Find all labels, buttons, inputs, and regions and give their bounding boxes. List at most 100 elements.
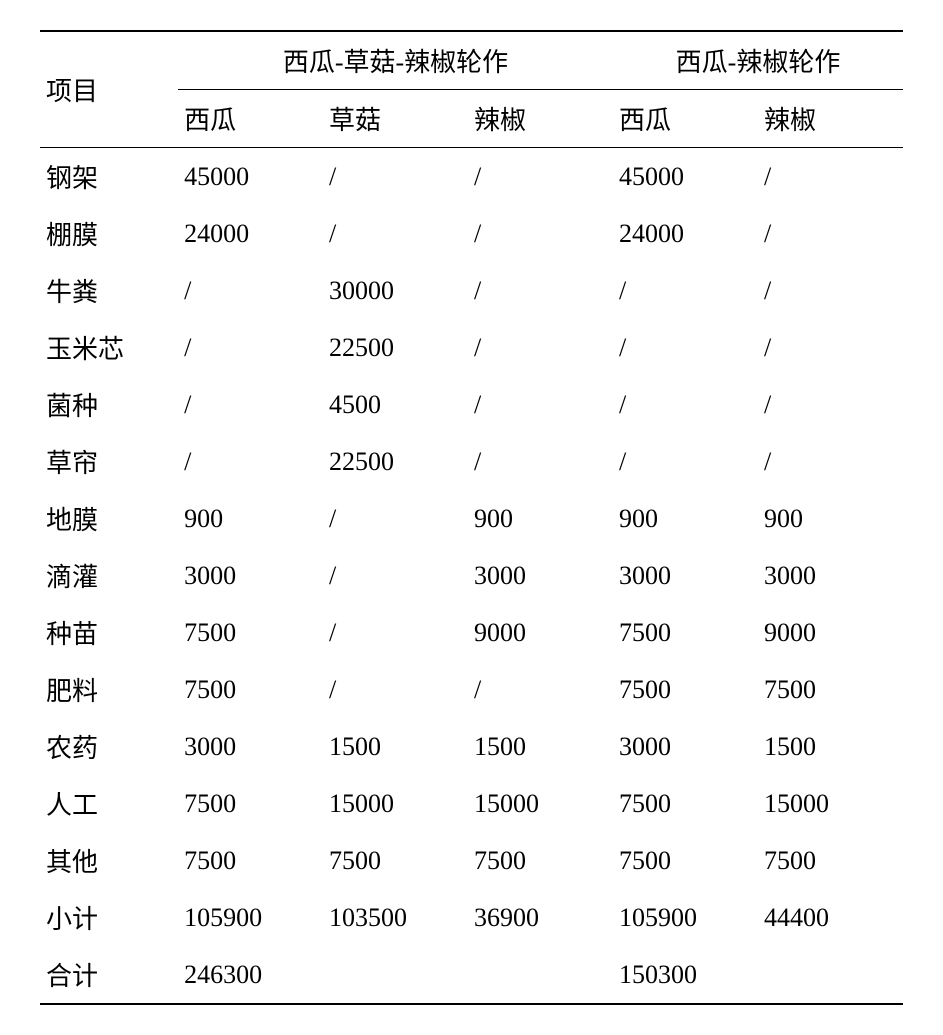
- row-value: 900: [758, 490, 903, 547]
- row-value: 150300: [613, 946, 758, 1004]
- row-value: 246300: [178, 946, 323, 1004]
- row-value: 45000: [613, 148, 758, 206]
- table-body: 钢架45000//45000/棚膜24000//24000/牛粪/30000//…: [40, 148, 903, 1005]
- table-row: 合计246300 150300: [40, 946, 903, 1004]
- row-value: 15000: [758, 775, 903, 832]
- row-value: /: [178, 433, 323, 490]
- row-value: /: [468, 148, 613, 206]
- table-row: 棚膜24000//24000/: [40, 205, 903, 262]
- row-value: 1500: [758, 718, 903, 775]
- row-value: /: [758, 148, 903, 206]
- row-value: 7500: [613, 775, 758, 832]
- row-item-label: 棚膜: [40, 205, 178, 262]
- row-value: [468, 946, 613, 1004]
- row-item-label: 其他: [40, 832, 178, 889]
- table-row: 牛粪/30000///: [40, 262, 903, 319]
- row-value: 900: [468, 490, 613, 547]
- table-row: 玉米芯/22500///: [40, 319, 903, 376]
- row-value: 24000: [613, 205, 758, 262]
- row-value: /: [323, 547, 468, 604]
- row-value: /: [758, 319, 903, 376]
- row-value: /: [468, 319, 613, 376]
- row-value: /: [323, 604, 468, 661]
- row-value: 7500: [613, 604, 758, 661]
- row-value: 9000: [468, 604, 613, 661]
- header-group-1: 西瓜-草菇-辣椒轮作: [178, 31, 613, 90]
- row-value: /: [178, 376, 323, 433]
- row-value: 7500: [178, 661, 323, 718]
- row-value: 7500: [178, 775, 323, 832]
- row-value: /: [468, 376, 613, 433]
- row-value: [758, 946, 903, 1004]
- row-value: /: [323, 490, 468, 547]
- row-value: /: [758, 433, 903, 490]
- row-value: 44400: [758, 889, 903, 946]
- row-value: 4500: [323, 376, 468, 433]
- table-row: 肥料7500//75007500: [40, 661, 903, 718]
- row-item-label: 菌种: [40, 376, 178, 433]
- row-value: 1500: [323, 718, 468, 775]
- row-item-label: 农药: [40, 718, 178, 775]
- cost-comparison-table: 项目 西瓜-草菇-辣椒轮作 西瓜-辣椒轮作 西瓜 草菇 辣椒 西瓜 辣椒 钢架 4…: [40, 30, 903, 1005]
- row-value: /: [323, 205, 468, 262]
- row-value: /: [468, 262, 613, 319]
- row-item-label: 合计: [40, 946, 178, 1004]
- row-item-label: 钢架: [40, 148, 178, 206]
- table-row: 菌种/4500///: [40, 376, 903, 433]
- row-value: 7500: [613, 661, 758, 718]
- row-value: [323, 946, 468, 1004]
- subheader-g1-watermelon: 西瓜: [178, 90, 323, 148]
- row-item-label: 草帘: [40, 433, 178, 490]
- header-group-2: 西瓜-辣椒轮作: [613, 31, 903, 90]
- row-item-label: 滴灌: [40, 547, 178, 604]
- row-value: /: [613, 433, 758, 490]
- row-value: 22500: [323, 433, 468, 490]
- table-row: 钢架45000//45000/: [40, 148, 903, 206]
- row-value: 3000: [178, 547, 323, 604]
- row-value: 30000: [323, 262, 468, 319]
- row-value: 3000: [613, 718, 758, 775]
- row-value: 36900: [468, 889, 613, 946]
- table-header: 项目 西瓜-草菇-辣椒轮作 西瓜-辣椒轮作 西瓜 草菇 辣椒 西瓜 辣椒: [40, 31, 903, 148]
- row-value: /: [323, 148, 468, 206]
- row-value: 7500: [468, 832, 613, 889]
- row-item-label: 玉米芯: [40, 319, 178, 376]
- row-value: 7500: [758, 661, 903, 718]
- row-value: /: [468, 661, 613, 718]
- row-item-label: 地膜: [40, 490, 178, 547]
- row-value: 7500: [323, 832, 468, 889]
- row-value: 105900: [613, 889, 758, 946]
- row-value: 7500: [178, 832, 323, 889]
- row-value: 105900: [178, 889, 323, 946]
- row-value: /: [613, 376, 758, 433]
- table-row: 其他75007500750075007500: [40, 832, 903, 889]
- subheader-g1-pepper: 辣椒: [468, 90, 613, 148]
- table-row: 种苗7500/900075009000: [40, 604, 903, 661]
- row-value: 103500: [323, 889, 468, 946]
- row-value: 15000: [468, 775, 613, 832]
- subheader-g2-watermelon: 西瓜: [613, 90, 758, 148]
- table-row: 人工75001500015000750015000: [40, 775, 903, 832]
- table-row: 草帘/22500///: [40, 433, 903, 490]
- row-value: 3000: [758, 547, 903, 604]
- subheader-g2-pepper: 辣椒: [758, 90, 903, 148]
- table-row: 地膜900/900900900: [40, 490, 903, 547]
- row-value: 15000: [323, 775, 468, 832]
- row-value: /: [758, 376, 903, 433]
- row-value: /: [758, 262, 903, 319]
- table-row: 农药30001500150030001500: [40, 718, 903, 775]
- row-item-label: 种苗: [40, 604, 178, 661]
- row-value: 3000: [468, 547, 613, 604]
- row-value: 7500: [613, 832, 758, 889]
- row-value: /: [178, 319, 323, 376]
- row-value: 24000: [178, 205, 323, 262]
- row-value: 900: [178, 490, 323, 547]
- row-value: 3000: [178, 718, 323, 775]
- row-value: /: [468, 433, 613, 490]
- row-value: 22500: [323, 319, 468, 376]
- row-item-label: 肥料: [40, 661, 178, 718]
- row-item-label: 小计: [40, 889, 178, 946]
- row-value: 3000: [613, 547, 758, 604]
- row-value: /: [613, 319, 758, 376]
- row-value: 900: [613, 490, 758, 547]
